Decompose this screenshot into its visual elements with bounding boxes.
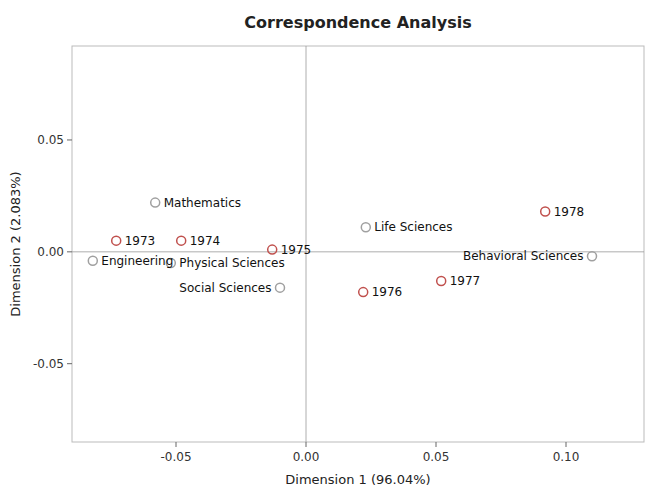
x-tick-label: 0.10 <box>553 450 580 464</box>
y-tick-label: -0.05 <box>33 357 64 371</box>
x-tick <box>176 442 177 447</box>
point-label: Social Sciences <box>179 281 271 295</box>
x-tick <box>306 442 307 447</box>
plot-frame <box>72 46 644 442</box>
x-tick-label: 0.05 <box>423 450 450 464</box>
point-label: Mathematics <box>164 196 241 210</box>
y-tick <box>67 139 72 140</box>
plot-area <box>72 46 644 442</box>
point <box>88 256 97 265</box>
point-labels: 1973 1974 1975 1976 1977 1978 Engineering Mathe… <box>101 196 584 299</box>
point-label: Behavioral Sciences <box>463 249 584 263</box>
point-label: 1977 <box>450 274 481 288</box>
point-label: 1978 <box>554 205 585 219</box>
point <box>112 236 121 245</box>
point-label: 1974 <box>190 234 221 248</box>
point <box>588 252 597 261</box>
point-label: Engineering <box>101 254 173 268</box>
y-tick-label: 0.05 <box>37 133 64 147</box>
point <box>276 283 285 292</box>
y-axis-label: Dimension 2 (2.083%) <box>8 171 23 316</box>
point <box>151 198 160 207</box>
point-label: 1973 <box>125 234 156 248</box>
point <box>437 276 446 285</box>
point <box>361 223 370 232</box>
x-axis-label: Dimension 1 (96.04%) <box>285 472 430 487</box>
y-tick <box>67 363 72 364</box>
point <box>359 288 368 297</box>
point <box>268 245 277 254</box>
x-tick <box>566 442 567 447</box>
point-label: 1976 <box>372 285 403 299</box>
point-label: Life Sciences <box>374 220 452 234</box>
point <box>541 207 550 216</box>
point-label: Physical Sciences <box>179 256 284 270</box>
chart: -0.050.000.050.10-0.050.000.051973197419… <box>0 0 666 500</box>
point <box>177 236 186 245</box>
x-tick-label: 0.00 <box>293 450 320 464</box>
x-tick-label: -0.05 <box>160 450 191 464</box>
point-label: 1975 <box>281 243 312 257</box>
x-tick <box>436 442 437 447</box>
y-tick-label: 0.00 <box>37 245 64 259</box>
title: Correspondence Analysis <box>244 13 471 32</box>
y-tick <box>67 251 72 252</box>
